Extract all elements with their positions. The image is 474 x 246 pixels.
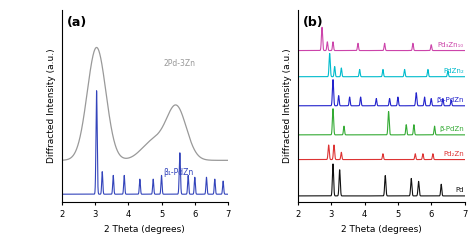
Text: PdZn₂: PdZn₂ — [443, 68, 464, 74]
X-axis label: 2 Theta (degrees): 2 Theta (degrees) — [341, 225, 422, 234]
Text: β₁-PdZn: β₁-PdZn — [163, 168, 193, 177]
Text: (a): (a) — [67, 15, 87, 29]
Text: Pd₂Zn: Pd₂Zn — [443, 151, 464, 157]
Text: (b): (b) — [303, 15, 324, 29]
Y-axis label: Diffracted Intensity (a.u.): Diffracted Intensity (a.u.) — [283, 48, 292, 163]
X-axis label: 2 Theta (degrees): 2 Theta (degrees) — [104, 225, 185, 234]
Text: 2Pd-3Zn: 2Pd-3Zn — [163, 59, 195, 68]
Y-axis label: Diffracted Intensity (a.u.): Diffracted Intensity (a.u.) — [47, 48, 56, 163]
Text: Pd: Pd — [456, 187, 464, 193]
Text: Pd₃Zn₁₀: Pd₃Zn₁₀ — [438, 42, 464, 48]
Text: β₁-PdZn: β₁-PdZn — [437, 97, 464, 103]
Text: β-PdZn: β-PdZn — [439, 126, 464, 132]
